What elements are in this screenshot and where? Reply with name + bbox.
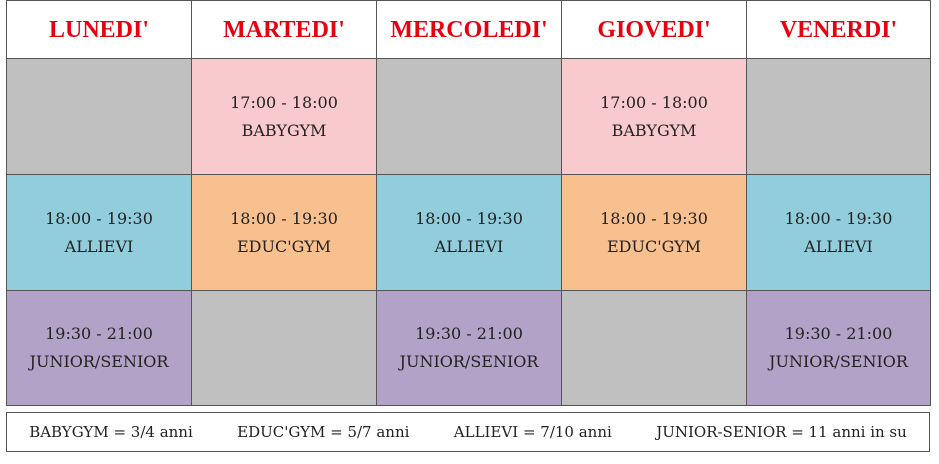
empty-cell [6,58,192,175]
empty-cell [561,290,747,406]
class-cell: 19:30 - 21:00 JUNIOR/SENIOR [6,290,192,406]
class-time: 19:30 - 21:00 [784,324,893,343]
class-cell: 19:30 - 21:00 JUNIOR/SENIOR [376,290,562,406]
legend-item: BABYGYM = 3/4 anni [29,423,193,441]
class-cell: 17:00 - 18:00 BABYGYM [191,58,377,175]
class-label: BABYGYM [611,120,697,140]
day-header: MERCOLEDI' [376,0,562,59]
day-header: GIOVEDI' [561,0,747,59]
class-label: ALLIEVI [64,236,134,256]
class-cell: 18:00 - 19:30 EDUC'GYM [561,174,747,291]
class-label: ALLIEVI [434,236,504,256]
empty-cell [746,58,931,175]
class-label: ALLIEVI [804,236,873,256]
legend-item: EDUC'GYM = 5/7 anni [237,423,410,441]
class-label: BABYGYM [241,120,327,140]
class-cell: 18:00 - 19:30 ALLIEVI [376,174,562,291]
class-label: EDUC'GYM [606,236,702,256]
class-time: 18:00 - 19:30 [784,208,893,228]
class-cell: 18:00 - 19:30 ALLIEVI [746,174,931,291]
class-time: 18:00 - 19:30 [600,208,708,228]
class-cell: 18:00 - 19:30 EDUC'GYM [191,174,377,291]
class-time: 17:00 - 18:00 [600,92,708,112]
legend: BABYGYM = 3/4 anni EDUC'GYM = 5/7 anni ALL… [6,412,930,452]
class-label: JUNIOR/SENIOR [399,352,539,371]
class-time: 18:00 - 19:30 [45,208,153,228]
empty-cell [191,290,377,406]
class-label: JUNIOR/SENIOR [29,352,169,371]
day-header: MARTEDI' [191,0,377,59]
class-time: 18:00 - 19:30 [230,208,338,228]
legend-item: ALLIEVI = 7/10 anni [453,423,612,441]
class-cell: 17:00 - 18:00 BABYGYM [561,58,747,175]
class-cell: 19:30 - 21:00 JUNIOR/SENIOR [746,290,931,406]
class-time: 19:30 - 21:00 [415,324,523,343]
class-time: 17:00 - 18:00 [230,92,338,112]
class-time: 19:30 - 21:00 [45,324,153,343]
class-label: JUNIOR/SENIOR [769,352,908,371]
day-header: VENERDI' [746,0,931,59]
day-header: LUNEDI' [6,0,192,59]
legend-item: JUNIOR-SENIOR = 11 anni in su [656,423,907,441]
empty-cell [376,58,562,175]
class-time: 18:00 - 19:30 [415,208,523,228]
class-cell: 18:00 - 19:30 ALLIEVI [6,174,192,291]
class-label: EDUC'GYM [236,236,332,256]
